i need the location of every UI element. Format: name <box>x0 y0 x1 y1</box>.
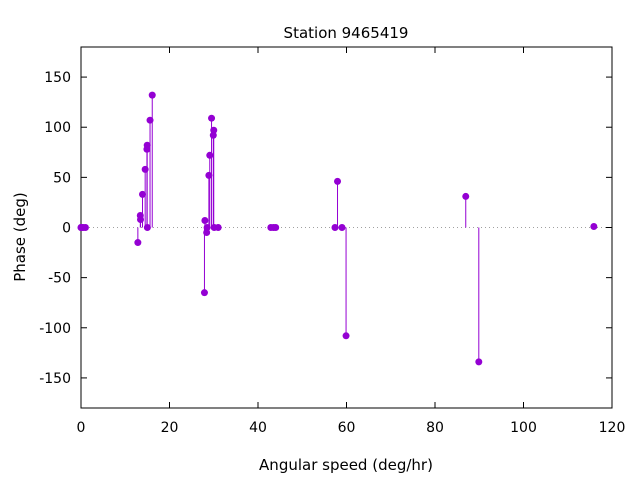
y-tick-label: 0 <box>62 221 71 237</box>
data-point <box>331 224 339 231</box>
data-point <box>342 332 350 340</box>
data-point <box>203 229 211 237</box>
x-tick-label: 60 <box>338 420 356 436</box>
x-tick-label: 100 <box>510 420 537 436</box>
data-point <box>148 91 156 99</box>
data-point <box>139 190 147 198</box>
data-point <box>210 126 218 134</box>
data-point <box>338 224 346 231</box>
x-tick-label: 20 <box>161 420 179 436</box>
data-point <box>81 224 89 231</box>
y-tick-label: -50 <box>48 271 71 287</box>
y-tick-label: -100 <box>39 321 71 337</box>
data-point <box>200 289 208 297</box>
data-point <box>462 192 470 200</box>
x-tick-label: 40 <box>249 420 267 436</box>
data-point <box>205 171 213 179</box>
data-point <box>475 358 483 366</box>
y-tick-label: -150 <box>39 371 71 387</box>
x-axis-label: Angular speed (deg/hr) <box>259 456 433 474</box>
plot-area: 0 20 40 60 80 100 120 -150 -100 -50 0 50 100 150 <box>39 46 626 436</box>
y-tick-label: 150 <box>44 70 71 86</box>
x-tick-label: 0 <box>77 420 86 436</box>
data-point <box>334 177 342 185</box>
y-axis-label: Phase (deg) <box>11 192 29 282</box>
chart-title: Station 9465419 <box>284 24 409 42</box>
data-point <box>590 222 598 230</box>
y-tick-label: 100 <box>44 120 71 136</box>
data-point <box>134 239 142 247</box>
data-point <box>206 151 214 159</box>
y-tick-label: 50 <box>53 170 71 186</box>
x-tick-label: 120 <box>599 420 626 436</box>
data-point <box>214 224 222 231</box>
data-point <box>208 114 216 122</box>
x-tick-label: 80 <box>426 420 444 436</box>
data-point <box>143 224 151 231</box>
data-point <box>201 216 209 224</box>
data-point <box>143 141 151 149</box>
data-point <box>272 224 280 231</box>
